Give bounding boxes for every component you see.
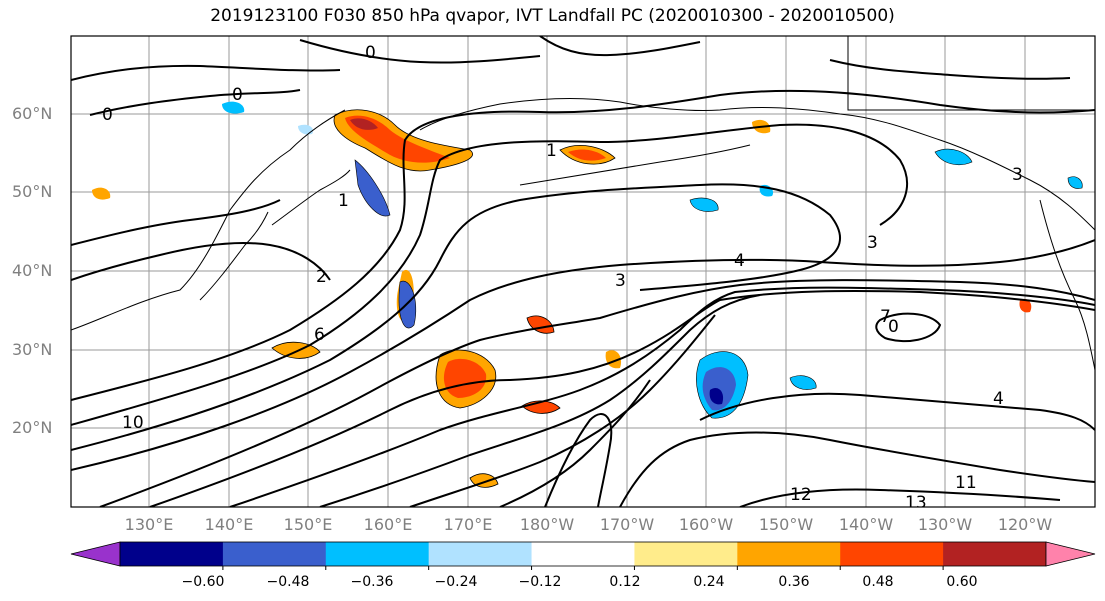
colorbar-segment <box>737 542 841 566</box>
contour-label: 0 <box>365 43 376 63</box>
contour-label: 6 <box>314 325 325 345</box>
colorbar-tick-label: −0.24 <box>434 574 478 590</box>
contour-label: 12 <box>790 485 812 505</box>
lat-label: 20°N <box>12 418 53 437</box>
contour-label: 4 <box>734 251 745 271</box>
contour-label: 3 <box>867 233 878 253</box>
lat-label: 50°N <box>12 182 53 201</box>
colorbar-tick-label: 0.48 <box>862 574 894 590</box>
colorbar-tick-label: −0.36 <box>350 574 394 590</box>
lon-label: 170°E <box>443 515 493 534</box>
lon-label: 120°W <box>997 515 1053 534</box>
colorbar-segment <box>222 542 327 566</box>
contour-label: 3 <box>615 271 626 291</box>
lon-label: 130°W <box>917 515 973 534</box>
contour-label: 0 <box>102 105 113 125</box>
contour-label: 2 <box>316 267 327 287</box>
lat-label: 40°N <box>12 261 53 280</box>
colorbar-segment <box>840 542 944 566</box>
colorbar-tick-label: 0.36 <box>778 574 810 590</box>
contour-label: 1 <box>338 191 349 211</box>
ivt-contours <box>71 36 1095 507</box>
contour-label: 3 <box>1012 165 1023 185</box>
colorbar-segment <box>428 542 533 566</box>
contour-label: 7 <box>880 307 891 327</box>
colorbar-segment <box>943 542 1047 566</box>
colorbar-tick-label: −0.48 <box>266 574 310 590</box>
coastlines <box>71 36 1095 371</box>
colorbar-segment <box>634 542 738 566</box>
colorbar-segment <box>120 542 224 566</box>
colorbar-max-arrow <box>1045 541 1096 567</box>
lon-label: 130°E <box>124 515 174 534</box>
contour-label: 0 <box>232 85 243 105</box>
contour-label: 0 <box>888 317 899 337</box>
lon-label: 160°E <box>363 515 413 534</box>
qvapor-fill-patches <box>92 101 1083 488</box>
plot-frame <box>70 35 1096 508</box>
colorbar-segment <box>531 542 635 566</box>
colorbar-tick-label: −0.12 <box>518 574 562 590</box>
contour-label: 10 <box>122 413 144 433</box>
lon-label: 140°W <box>838 515 894 534</box>
colorbar-tick-label: −0.60 <box>181 574 225 590</box>
lon-label: 170°W <box>599 515 655 534</box>
colorbar-tick-marks <box>222 566 944 570</box>
lon-label: 150°E <box>283 515 333 534</box>
contour-label: 4 <box>993 389 1004 409</box>
lon-label: 150°W <box>758 515 814 534</box>
colorbar-tick-label: 0.24 <box>693 574 725 590</box>
contour-labels: 0 0 0 1 1 2 3 3 4 6 7 10 11 12 13 4 3 0 <box>102 43 1023 513</box>
colorbar-tick-label: 0.60 <box>946 574 978 590</box>
colorbar-min-arrow <box>70 541 121 567</box>
colorbar-segments <box>119 541 1047 567</box>
lon-label: 160°W <box>678 515 734 534</box>
lat-label: 60°N <box>12 104 53 123</box>
lat-label: 30°N <box>12 340 53 359</box>
colorbar <box>70 541 1096 570</box>
lon-label: 140°E <box>204 515 254 534</box>
contour-label: 11 <box>955 473 977 493</box>
map-title: 2019123100 F030 850 hPa qvapor, IVT Land… <box>210 6 895 26</box>
colorbar-tick-label: 0.12 <box>609 574 641 590</box>
contour-label: 1 <box>546 141 557 161</box>
lon-label: 180°W <box>519 515 575 534</box>
colorbar-segment <box>325 542 430 566</box>
contour-label: 13 <box>905 493 927 513</box>
